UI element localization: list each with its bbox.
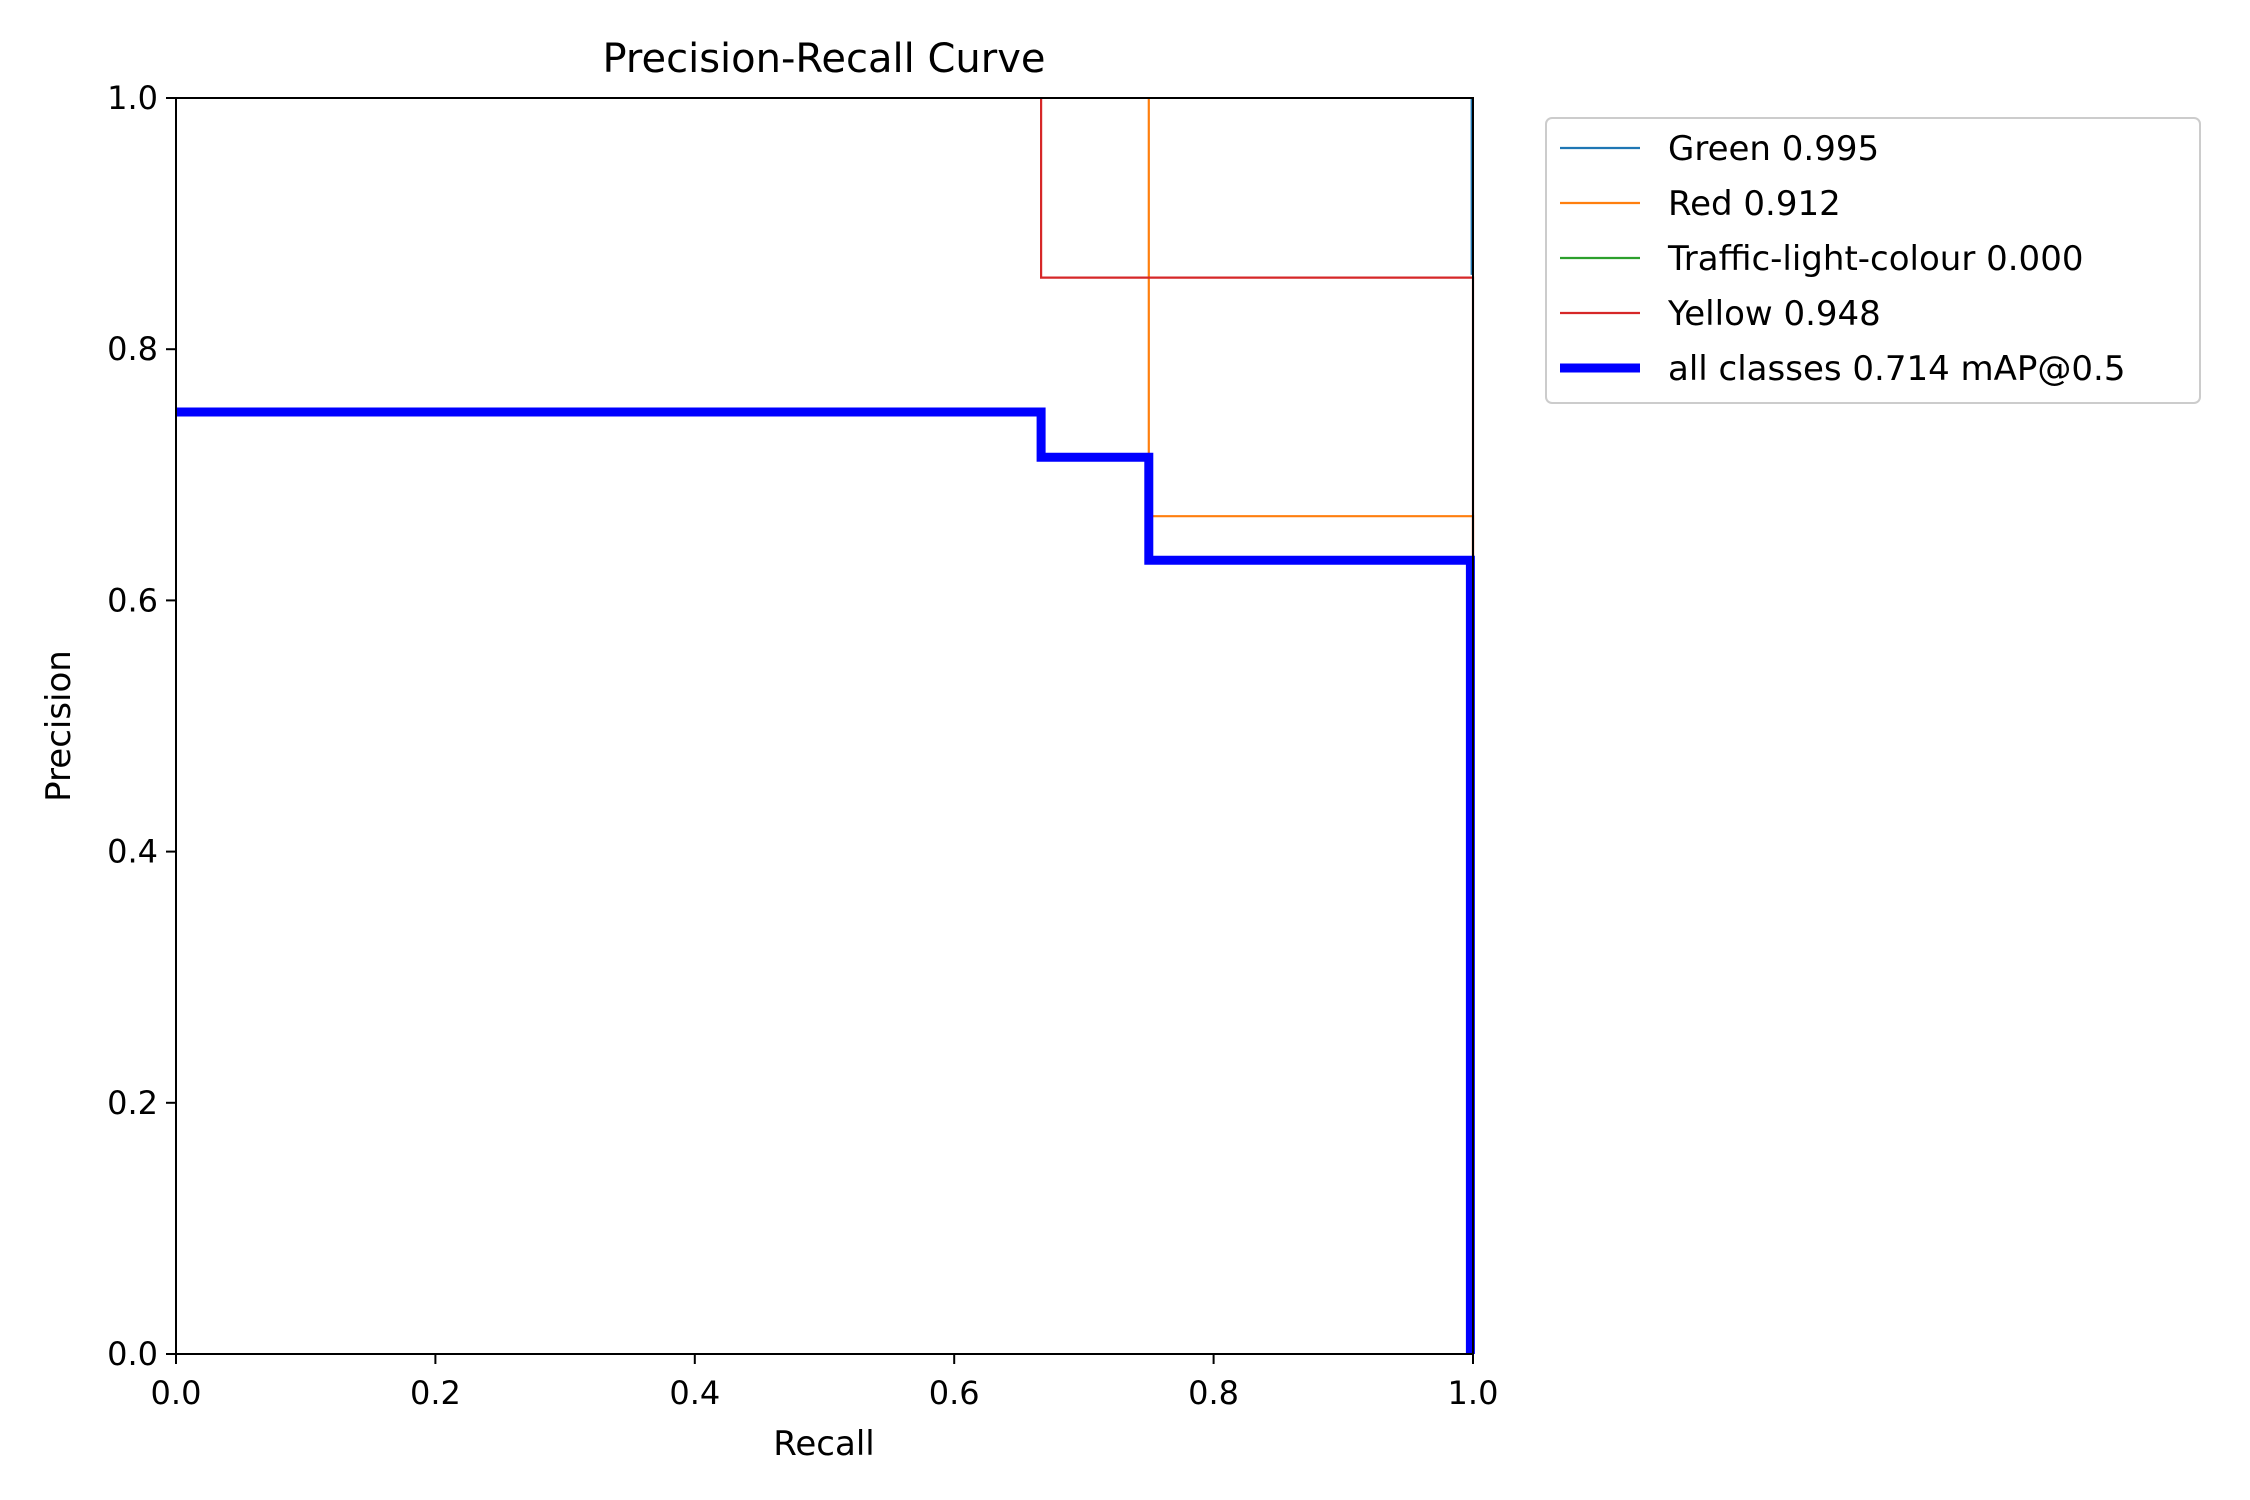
y-tick-label: 0.4 (107, 833, 158, 871)
x-tick-label: 0.6 (929, 1374, 980, 1412)
x-tick-label: 0.0 (151, 1374, 202, 1412)
chart-title: Precision-Recall Curve (603, 36, 1046, 82)
x-axis: 0.0 0.2 0.4 0.6 0.8 1.0 (151, 1354, 1499, 1412)
plot-frame (175, 97, 1474, 1355)
legend-box (1545, 117, 2201, 404)
x-axis-label: Recall (773, 1424, 874, 1464)
y-tick-label: 0.6 (107, 581, 158, 619)
legend-label-3: Yellow 0.948 (1667, 294, 1881, 334)
y-tick-label: 0.0 (107, 1335, 158, 1373)
legend: Green 0.995 Red 0.912 Traffic-light-colour… (1545, 117, 2201, 404)
legend-label-0: Green 0.995 (1668, 129, 1879, 169)
y-tick-label: 0.8 (107, 330, 158, 368)
legend-label-1: Red 0.912 (1668, 184, 1841, 224)
y-tick-label: 0.2 (107, 1084, 158, 1122)
y-tick-label: 1.0 (107, 79, 158, 117)
x-tick-label: 0.2 (410, 1374, 461, 1412)
plot-area (176, 98, 1473, 1354)
legend-label-4: all classes 0.714 mAP@0.5 (1668, 349, 2125, 389)
x-tick-label: 1.0 (1448, 1374, 1499, 1412)
series-line-4 (176, 407, 1475, 1354)
y-axis: 0.0 0.2 0.4 0.6 0.8 1.0 (107, 79, 176, 1373)
legend-label-2: Traffic-light-colour 0.000 (1667, 239, 2083, 279)
x-tick-label: 0.4 (669, 1374, 720, 1412)
y-axis-label: Precision (39, 650, 79, 802)
x-tick-label: 0.8 (1188, 1374, 1239, 1412)
